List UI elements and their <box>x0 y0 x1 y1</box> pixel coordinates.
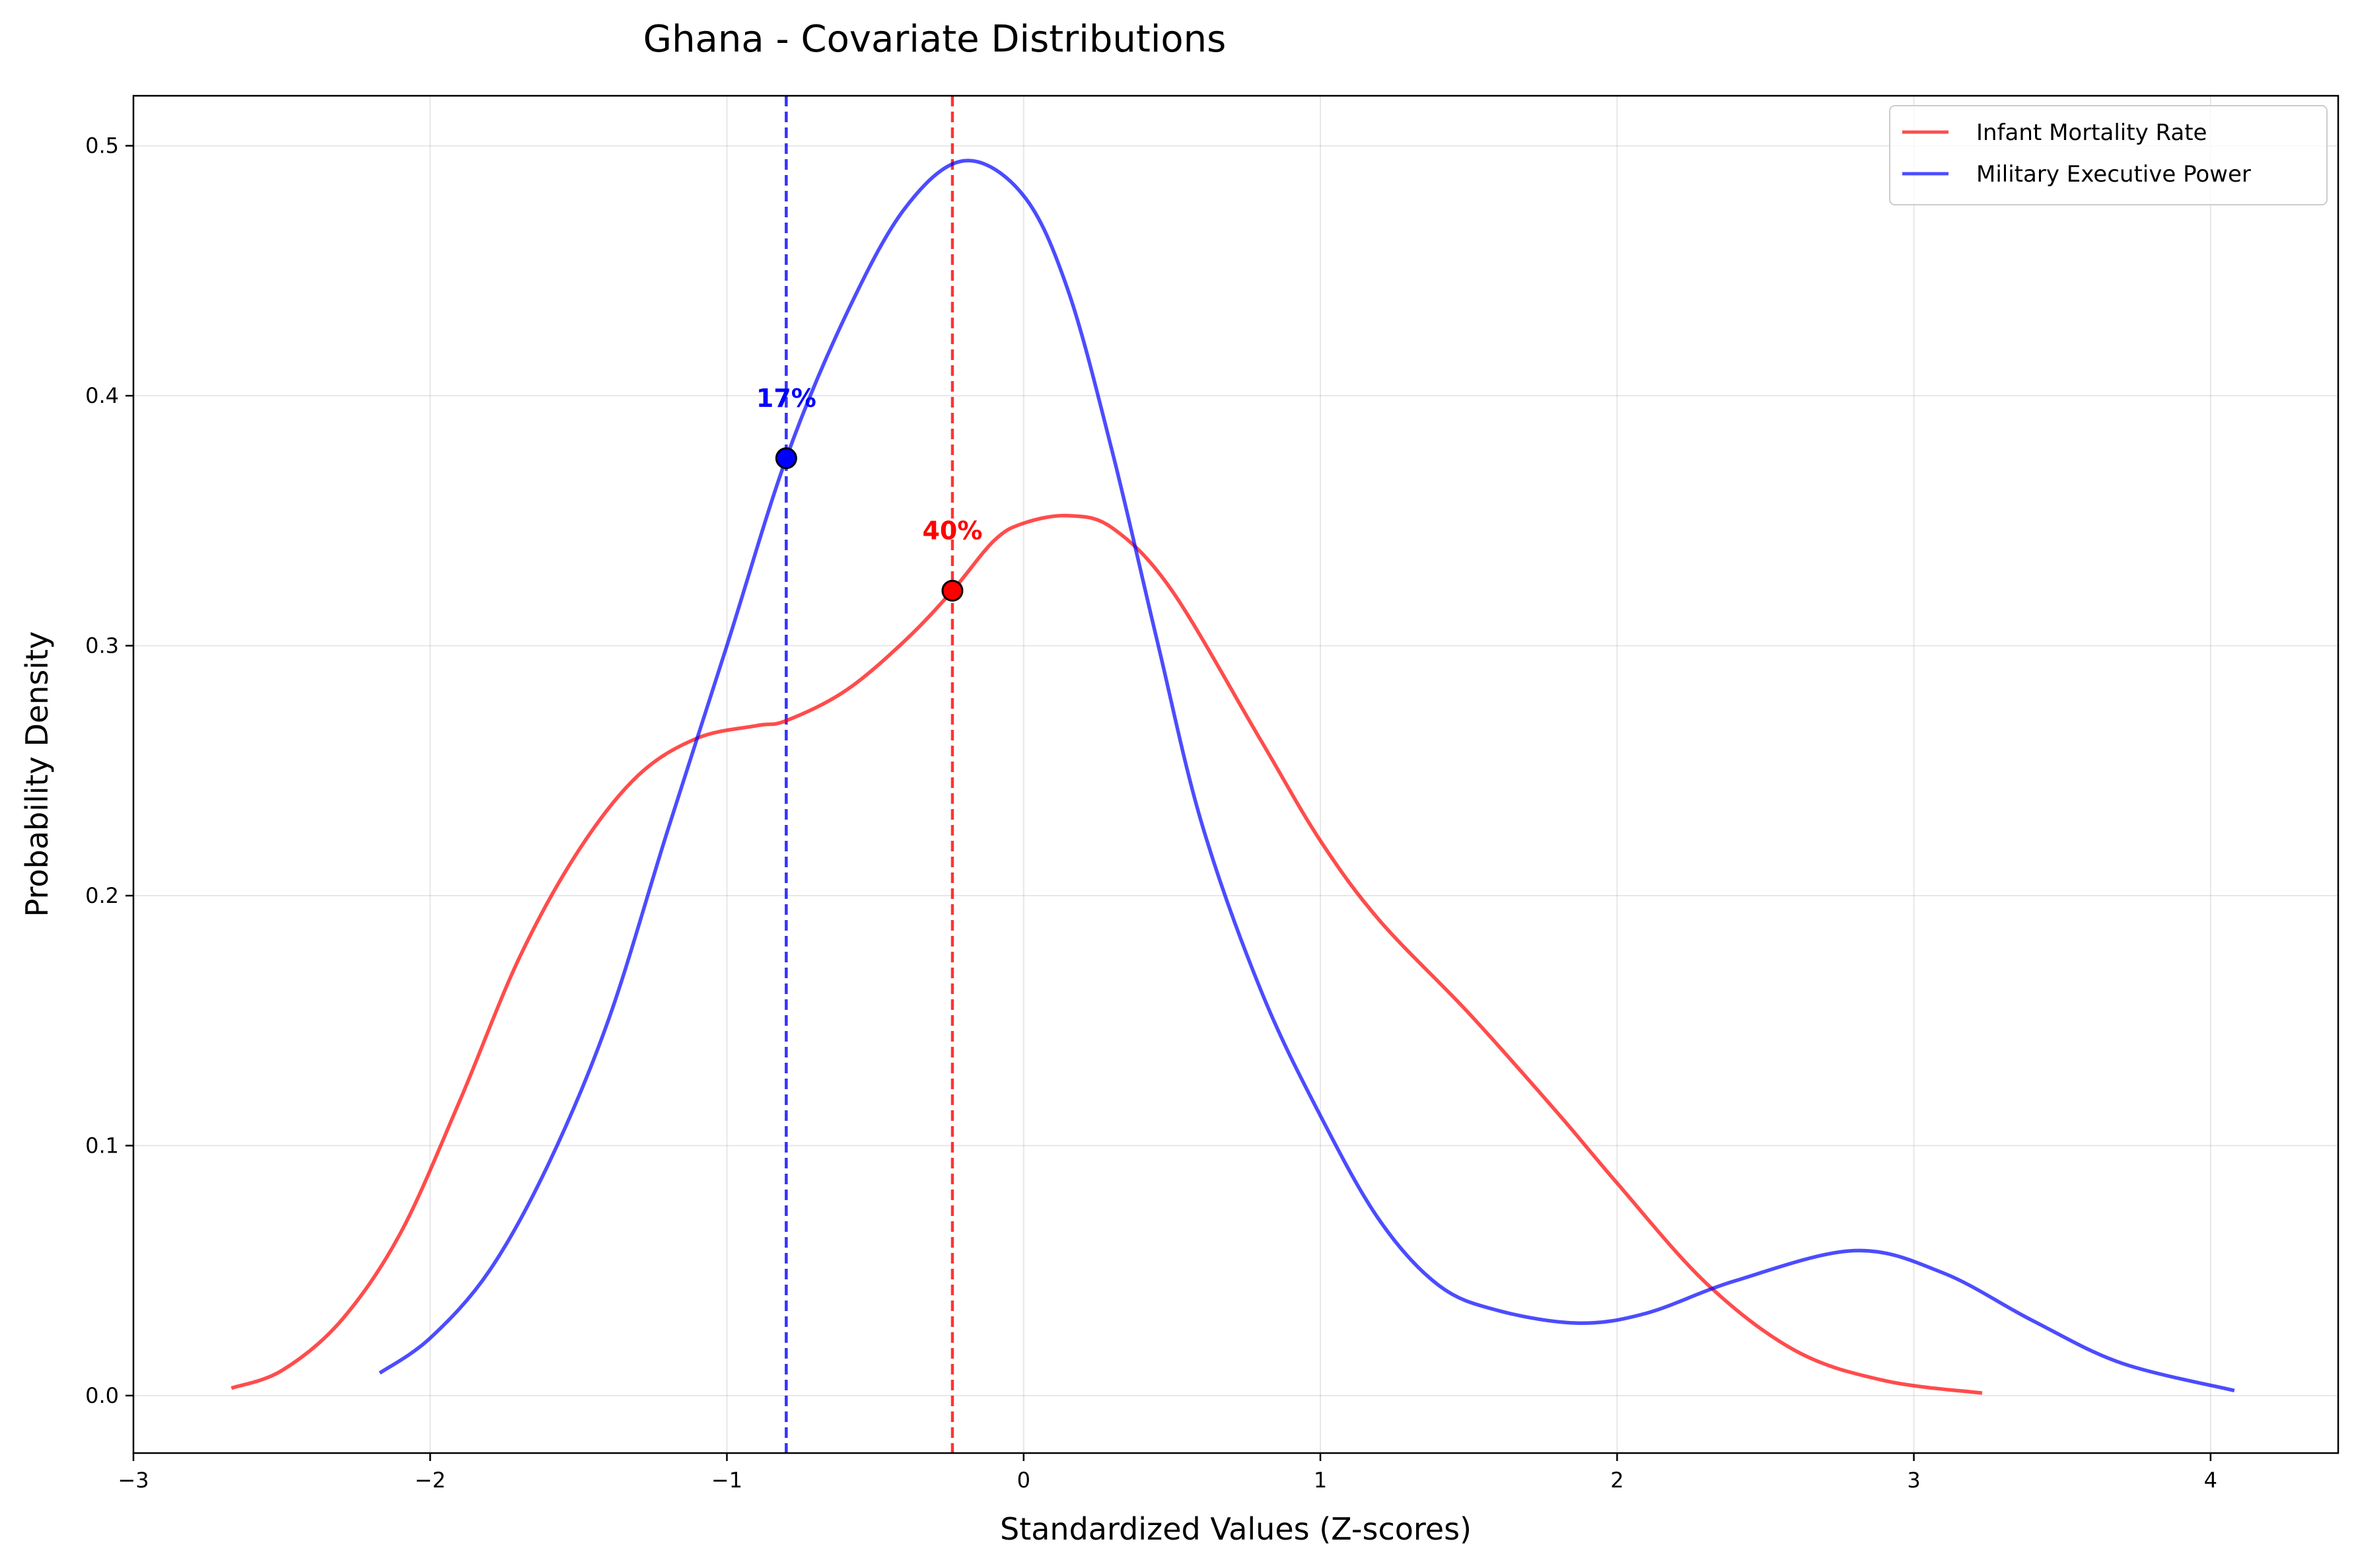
x-tick-label: 1 <box>1314 1468 1327 1493</box>
series-line-military-executive-power <box>378 159 2235 1393</box>
marker-label-military-executive-power: 17% <box>756 384 816 413</box>
x-tick-label: 4 <box>2204 1468 2217 1493</box>
y-tick-label: 0.1 <box>85 1133 119 1158</box>
legend-box <box>1889 105 2328 205</box>
legend-label-military-power: Military Executive Power <box>1976 161 2251 188</box>
x-axis-ticks: −3 −2 −1 0 1 2 3 4 <box>118 1453 2217 1493</box>
series-line-infant-mortality-rate <box>231 513 1983 1395</box>
marker-label-infant-mortality-rate: 40% <box>922 516 982 545</box>
x-tick-label: −3 <box>118 1468 149 1493</box>
grid <box>133 96 2338 1453</box>
y-tick-label: 0.3 <box>85 633 119 659</box>
y-axis-ticks: 0.0 0.1 0.2 0.3 0.4 0.5 <box>85 133 133 1408</box>
x-axis-label: Standardized Values (Z-scores) <box>1000 1511 1472 1547</box>
y-tick-label: 0.0 <box>85 1383 119 1408</box>
legend-label-infant-mortality: Infant Mortality Rate <box>1976 120 2207 146</box>
marker-point-military-executive-power <box>775 447 797 470</box>
point-markers: 40% 17% <box>756 384 982 602</box>
x-tick-label: 2 <box>1610 1468 1624 1493</box>
series-lines <box>231 159 2235 1395</box>
y-tick-label: 0.2 <box>85 883 119 908</box>
reference-lines <box>785 96 954 1453</box>
x-tick-label: 0 <box>1017 1468 1030 1493</box>
y-tick-label: 0.5 <box>85 133 119 159</box>
plot-frame <box>132 94 2340 1454</box>
y-axis-label: Probability Density <box>19 631 55 917</box>
y-tick-label: 0.4 <box>85 383 119 408</box>
marker-point-infant-mortality-rate <box>941 579 964 602</box>
x-tick-label: 3 <box>1907 1468 1920 1493</box>
x-tick-label: −2 <box>415 1468 446 1493</box>
legend: Infant Mortality Rate Military Executive… <box>1889 105 2328 205</box>
x-tick-label: −1 <box>711 1468 742 1493</box>
chart-title: Ghana - Covariate Distributions <box>643 18 1227 61</box>
